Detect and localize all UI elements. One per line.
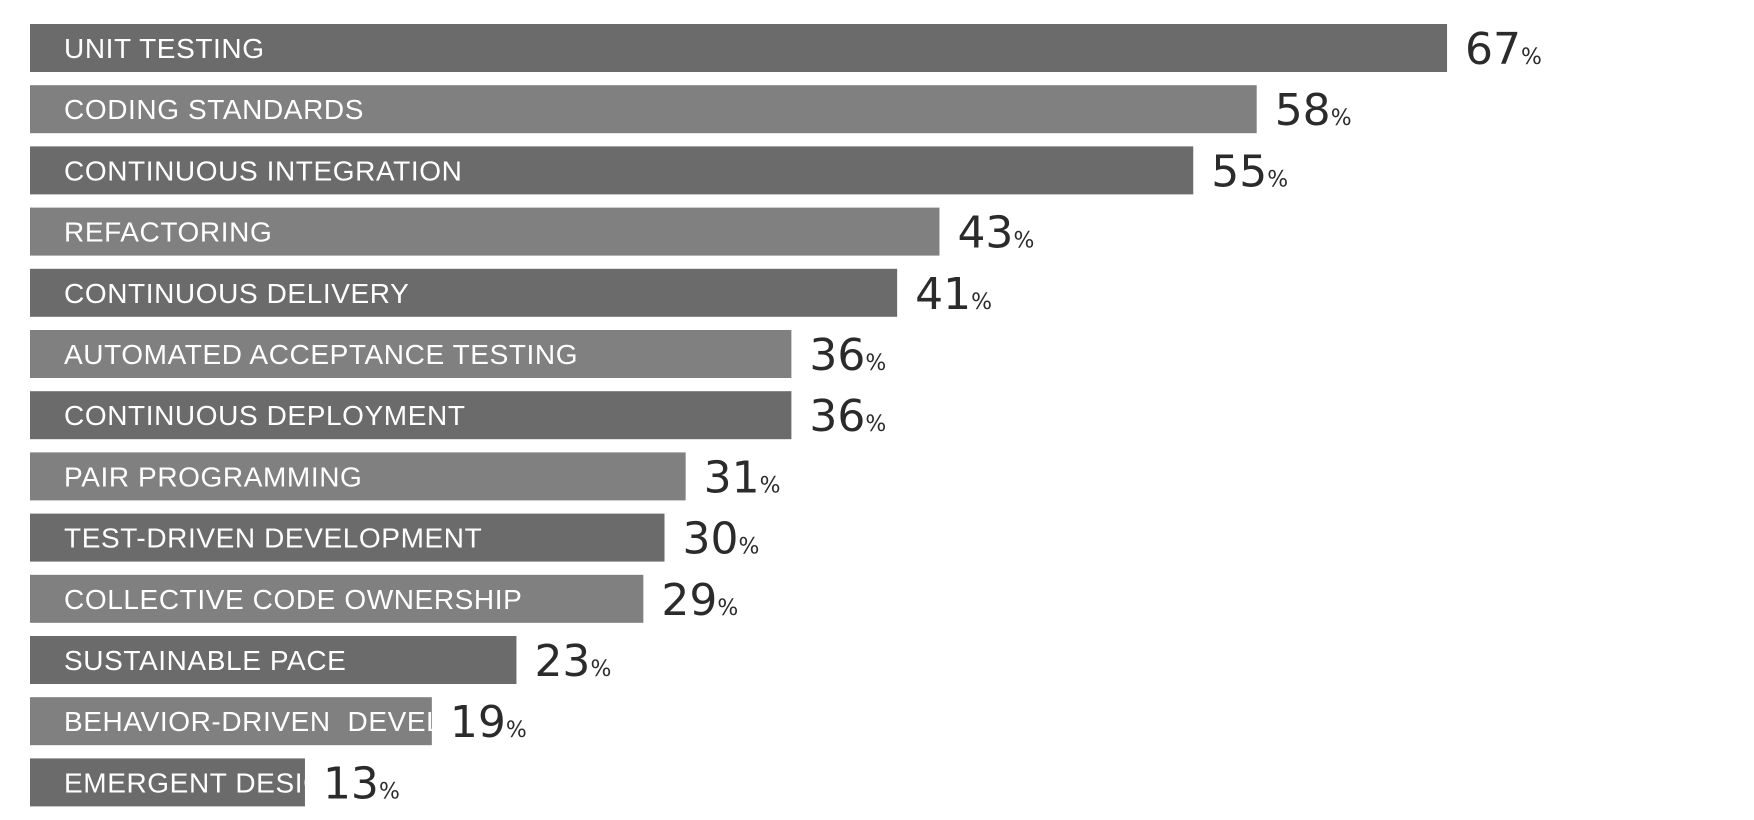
value-number: 23 (534, 636, 590, 687)
bar-value-label: 58% (1275, 85, 1352, 136)
value-unit: % (865, 351, 886, 376)
bar-category-label: CODING STANDARDS (64, 94, 364, 125)
value-number: 13 (323, 758, 379, 809)
value-unit: % (1521, 45, 1542, 70)
bar-4 (30, 268, 898, 317)
bar-value-label: 36% (809, 391, 886, 442)
bar-3 (30, 207, 940, 256)
value-number: 58 (1275, 85, 1331, 136)
bar-category-label: AUTOMATED ACCEPTANCE TESTING (64, 339, 578, 370)
bar-value-label: 13% (323, 758, 400, 809)
bar-value-label: 23% (534, 636, 611, 687)
value-unit: % (717, 596, 738, 621)
bar-0 (30, 24, 1448, 72)
bar-value-label: 36% (809, 330, 886, 381)
value-number: 43 (957, 208, 1013, 259)
bar-category-label: UNIT TESTING (64, 33, 265, 64)
value-unit: % (739, 535, 760, 560)
bar-value-label: 30% (683, 514, 760, 565)
bar-value-label: 67% (1465, 24, 1542, 75)
value-unit: % (1331, 106, 1352, 131)
bar-12 (30, 758, 305, 807)
bar-category-label: COLLECTIVE CODE OWNERSHIP (64, 584, 522, 615)
bar-value-label: 55% (1211, 146, 1288, 197)
bar-category-label: PAIR PROGRAMMING (64, 461, 362, 492)
value-unit: % (590, 657, 611, 682)
value-number: 36 (809, 330, 865, 381)
bar-category-label: SUSTAINABLE PACE (64, 645, 346, 676)
value-number: 67 (1465, 24, 1521, 75)
value-unit: % (865, 412, 886, 437)
bar-category-label: BEHAVIOR-DRIVEN DEVELOPMENT (BDD) (64, 706, 654, 737)
value-unit: % (1267, 167, 1288, 192)
bar-value-label: 19% (450, 697, 527, 748)
value-number: 55 (1211, 146, 1267, 197)
value-unit: % (760, 473, 781, 498)
bars-layer: UNIT TESTING 67% CODING STANDARDS 58% CONTIN… (30, 24, 1542, 809)
bar-category-label: TEST-DRIVEN DEVELOPMENT (64, 523, 482, 554)
bar-7 (30, 452, 686, 501)
value-number: 41 (915, 269, 971, 320)
value-unit: % (379, 779, 400, 804)
bar-9 (30, 574, 644, 623)
bar-category-label: EMERGENT DESIGN (64, 767, 346, 798)
bar-8 (30, 513, 665, 562)
value-number: 19 (450, 697, 506, 748)
bar-value-label: 29% (661, 575, 738, 626)
bar-2 (30, 146, 1194, 195)
bar-category-label: CONTINUOUS INTEGRATION (64, 155, 462, 186)
bar-5 (30, 330, 792, 378)
bar-1 (30, 85, 1257, 134)
bar-category-label: CONTINUOUS DEPLOYMENT (64, 400, 466, 431)
bar-value-label: 31% (704, 452, 781, 503)
value-number: 31 (704, 452, 760, 503)
value-unit: % (1013, 229, 1034, 254)
value-number: 29 (661, 575, 717, 626)
value-unit: % (971, 290, 992, 315)
bar-category-label: CONTINUOUS DELIVERY (64, 278, 409, 309)
bar-10 (30, 636, 517, 684)
value-number: 36 (809, 391, 865, 442)
bar-value-label: 41% (915, 269, 992, 320)
value-number: 30 (683, 514, 739, 565)
bar-6 (30, 391, 792, 440)
bar-11 (30, 697, 432, 746)
bar-category-label: REFACTORING (64, 217, 272, 248)
value-unit: % (506, 718, 527, 743)
bar-value-label: 43% (957, 208, 1034, 259)
